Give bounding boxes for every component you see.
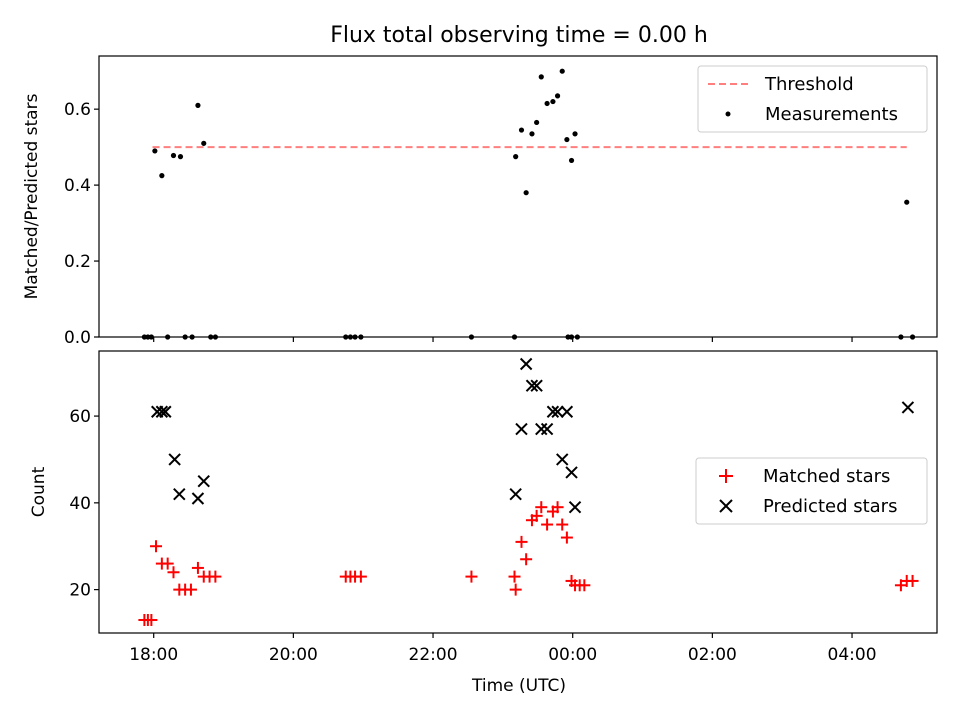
predicted-star-point (509, 487, 522, 501)
bottom-panel-ylabel: Count (29, 466, 49, 517)
legend-measurements-label: Measurements (765, 104, 898, 125)
measurement-point (572, 131, 578, 137)
legend-measurements-swatch (725, 111, 731, 117)
predicted-star-point (535, 422, 548, 436)
top-panel: 0.0 0.2 0.4 0.6 Matched/Predicted stars Thr… (22, 55, 938, 348)
predicted-star-point (551, 405, 564, 418)
x-tick-label: 02:00 (688, 645, 737, 665)
y-tick-label: 60 (69, 407, 91, 427)
measurement-point (564, 136, 570, 143)
x-axis-label: Time (UTC) (471, 676, 566, 696)
measurement-point (538, 74, 544, 80)
measurement-point (529, 131, 535, 137)
matched-star-point (906, 574, 919, 587)
measurement-point (544, 100, 550, 107)
measurement-point (568, 157, 575, 164)
matched-star-point (184, 583, 197, 596)
matched-star-point (150, 540, 163, 553)
bottom-panel: 20 40 60 18:00 20:00 22:00 00:00 02:00 04:00 Cou… (29, 350, 938, 665)
legend-predicted-swatch (719, 499, 733, 513)
bottom-panel-frame (98, 350, 938, 634)
predicted-star-point (546, 405, 560, 418)
predicted-star-point (565, 466, 578, 479)
x-tick-label: 04:00 (828, 645, 877, 665)
matched-star-point (578, 579, 591, 592)
matched-star-point (515, 535, 528, 548)
measurement-point (559, 68, 565, 74)
bottom-panel-ticks: 20 40 60 18:00 20:00 22:00 00:00 02:00 04:00 (69, 407, 876, 665)
measurement-point (513, 154, 519, 160)
predicted-star-point (159, 405, 172, 418)
matched-star-point (541, 518, 554, 531)
matched-star-point (161, 557, 174, 570)
predicted-star-point (191, 492, 205, 505)
matched-star-point (354, 570, 367, 583)
top-legend-box (697, 65, 928, 133)
measurement-point (518, 127, 525, 133)
measurement-point (177, 154, 184, 160)
matched-star-point (509, 583, 522, 596)
x-tick-label: 22:00 (409, 645, 458, 665)
measurement-point (170, 152, 177, 159)
matched-star-point (209, 570, 222, 583)
chart-title: Flux total observing time = 0.00 h (330, 23, 708, 48)
y-tick-label: 0.2 (64, 252, 91, 272)
legend-matched-label: Matched stars (763, 466, 890, 487)
predicted-star-point (173, 487, 186, 501)
bottom-panel-marks (138, 357, 919, 626)
top-panel-ticks: 0.0 0.2 0.4 0.6 (64, 100, 853, 348)
predicted-star-point (540, 422, 554, 436)
y-tick-label: 40 (69, 494, 91, 514)
predicted-star-point (560, 405, 574, 418)
predicted-star-point (525, 379, 539, 392)
measurement-point (201, 140, 207, 146)
matched-star-point (551, 501, 564, 514)
top-panel-ylabel: Matched/Predicted stars (22, 93, 42, 299)
predicted-star-point (530, 379, 543, 392)
predicted-star-point (568, 500, 582, 514)
measurement-point (550, 98, 556, 105)
legend-predicted-label: Predicted stars (763, 496, 897, 517)
matched-star-point (535, 501, 548, 514)
x-tick-label: 20:00 (269, 645, 318, 665)
legend-threshold-label: Threshold (764, 74, 854, 95)
predicted-star-point (901, 401, 915, 414)
predicted-star-point (155, 405, 169, 418)
bottom-legend-box (695, 457, 928, 525)
y-tick-label: 0.0 (64, 328, 91, 348)
legend-matched-swatch (719, 469, 733, 483)
measurement-point (195, 102, 201, 108)
top-legend: Threshold Measurements (697, 65, 928, 133)
measurement-point (904, 199, 910, 205)
y-tick-label: 0.6 (64, 100, 91, 120)
predicted-star-point (556, 453, 569, 466)
matched-star-point (167, 566, 180, 579)
measurement-point (534, 119, 540, 126)
measurement-point (523, 190, 529, 196)
x-tick-label: 00:00 (548, 645, 597, 665)
measurement-point (554, 93, 561, 99)
matched-star-point (191, 561, 204, 574)
predicted-star-point (197, 474, 210, 488)
matched-star-point (556, 518, 569, 531)
y-tick-label: 0.4 (64, 176, 91, 196)
x-tick-label: 18:00 (129, 645, 178, 665)
matched-star-point (465, 570, 478, 583)
measurement-point (152, 148, 158, 154)
predicted-star-point (515, 422, 528, 436)
matched-star-point (145, 613, 158, 626)
top-panel-frame (98, 55, 938, 338)
measurement-point (159, 173, 165, 179)
predicted-star-point (519, 357, 533, 371)
y-tick-label: 20 (69, 581, 91, 601)
matched-star-point (530, 509, 543, 522)
predicted-star-point (168, 453, 181, 466)
bottom-legend: Matched stars Predicted stars (695, 457, 928, 525)
matched-star-point (560, 531, 573, 544)
matched-star-point (508, 570, 521, 583)
matched-star-point (520, 553, 533, 566)
